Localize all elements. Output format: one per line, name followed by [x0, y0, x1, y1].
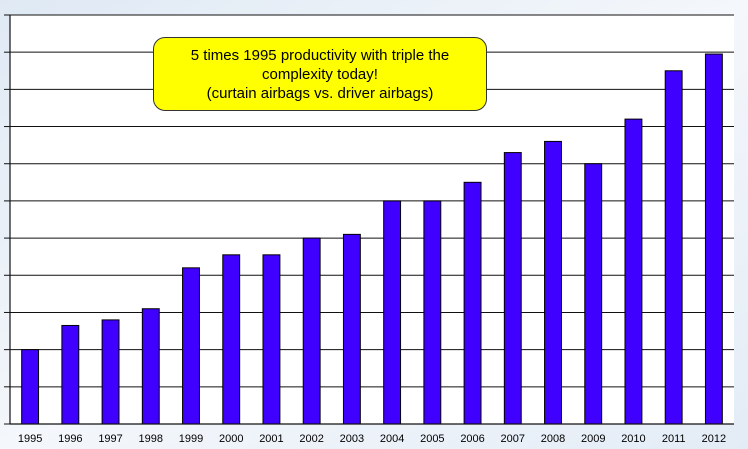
bars — [21, 53, 723, 425]
bar-2007 — [503, 152, 522, 425]
bar-2011 — [664, 70, 683, 425]
x-tick-label-2011: 2011 — [662, 433, 686, 445]
x-tick-label-2003: 2003 — [340, 433, 364, 445]
x-tick-label-1997: 1997 — [98, 433, 122, 445]
bar-1999 — [182, 267, 200, 425]
bar-2000 — [222, 254, 241, 425]
annotation-callout: 5 times 1995 productivity with triple th… — [153, 37, 487, 111]
x-tick-label-1998: 1998 — [139, 433, 163, 445]
x-tick-label-1999: 1999 — [179, 433, 203, 445]
bar-2001 — [262, 254, 281, 425]
x-tick-label-2005: 2005 — [420, 433, 444, 445]
x-tick-labels: 1995 1996 1997 1998 1999 2000 2001 2002 2003 2004… — [18, 433, 726, 445]
x-tick-label-2004: 2004 — [380, 433, 404, 445]
bar-1997 — [101, 319, 120, 425]
x-tick-label-2008: 2008 — [541, 433, 565, 445]
bar-2006 — [463, 181, 482, 425]
bar-2008 — [544, 140, 562, 425]
bar-2002 — [302, 237, 321, 425]
x-tick-label-2009: 2009 — [581, 433, 605, 445]
bar-1995 — [21, 349, 40, 425]
bar-2005 — [423, 200, 442, 425]
bar-2012 — [704, 53, 723, 425]
x-tick-label-2012: 2012 — [702, 433, 726, 445]
x-tick-label-1995: 1995 — [18, 433, 42, 445]
bar-1996 — [61, 324, 80, 425]
x-tick-label-2002: 2002 — [299, 433, 323, 445]
x-tick-label-2007: 2007 — [501, 433, 525, 445]
x-tick-label-2010: 2010 — [621, 433, 645, 445]
x-tick-label-2006: 2006 — [460, 433, 484, 445]
bar-2010 — [624, 118, 643, 425]
x-tick-label-1996: 1996 — [58, 433, 82, 445]
bar-2004 — [383, 200, 402, 425]
annotation-line-2: complexity today! — [262, 65, 378, 83]
bar-2003 — [342, 233, 361, 425]
bar-1998 — [141, 308, 160, 425]
annotation-line-3: (curtain airbags vs. driver airbags) — [206, 84, 434, 102]
annotation-line-1: 5 times 1995 productivity with triple th… — [190, 46, 450, 64]
x-tick-label-2001: 2001 — [259, 433, 283, 445]
bar-2009 — [584, 163, 603, 425]
axes — [9, 15, 734, 425]
x-tick-label-2000: 2000 — [219, 433, 243, 445]
